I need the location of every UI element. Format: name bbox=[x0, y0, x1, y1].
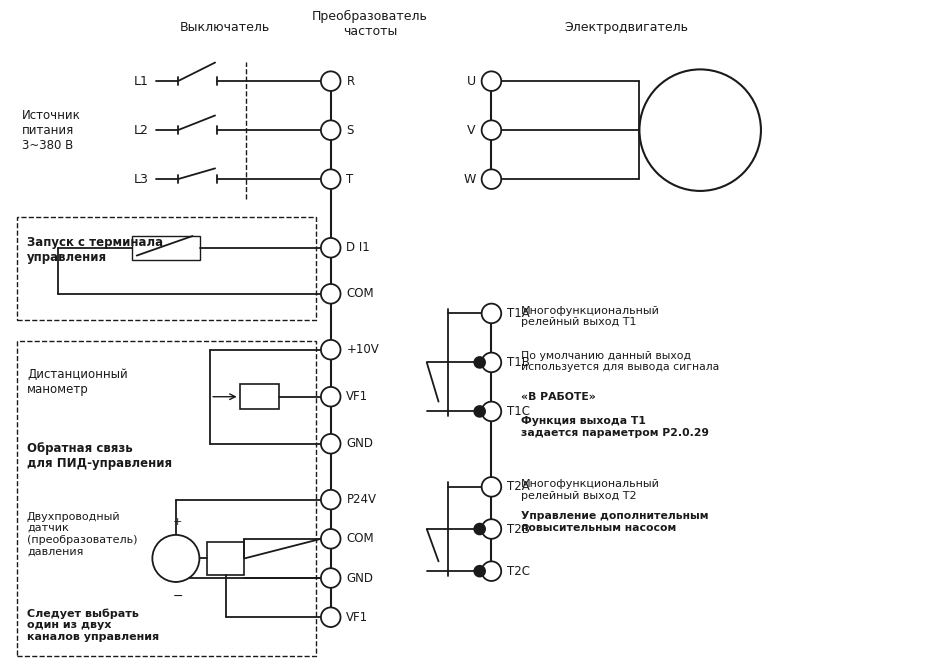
Text: D I1: D I1 bbox=[346, 241, 370, 255]
Circle shape bbox=[321, 340, 340, 359]
Text: T2B: T2B bbox=[506, 522, 529, 536]
Circle shape bbox=[481, 71, 501, 91]
Text: Следует выбрать
один из двух
каналов управления: Следует выбрать один из двух каналов упр… bbox=[27, 608, 159, 642]
Circle shape bbox=[481, 477, 501, 497]
Text: +10V: +10V bbox=[346, 343, 379, 356]
Circle shape bbox=[321, 238, 340, 258]
Circle shape bbox=[474, 524, 485, 534]
Text: T1B: T1B bbox=[506, 356, 529, 369]
Circle shape bbox=[481, 353, 501, 372]
Circle shape bbox=[481, 519, 501, 539]
Text: U: U bbox=[466, 75, 476, 88]
Circle shape bbox=[321, 120, 340, 140]
Circle shape bbox=[481, 561, 501, 581]
Text: Двухпроводный
датчик
(преобразователь)
давления: Двухпроводный датчик (преобразователь) д… bbox=[27, 512, 137, 556]
Text: «В РАБОТЕ»: «В РАБОТЕ» bbox=[520, 392, 595, 402]
Circle shape bbox=[321, 284, 340, 304]
Text: Функция выхода Т1
задается параметром Р2.0.29: Функция выхода Т1 задается параметром Р2… bbox=[520, 416, 708, 438]
Text: Запуск с терминала
управления: Запуск с терминала управления bbox=[27, 236, 163, 264]
Text: Многофункциональный
релейный выход Т2: Многофункциональный релейный выход Т2 bbox=[520, 479, 659, 500]
Text: T1C: T1C bbox=[506, 405, 529, 418]
Text: +: + bbox=[173, 517, 183, 527]
Circle shape bbox=[321, 170, 340, 189]
Circle shape bbox=[321, 387, 340, 407]
Text: T2A: T2A bbox=[506, 480, 529, 494]
Text: COM: COM bbox=[346, 287, 374, 301]
Text: T: T bbox=[346, 172, 353, 186]
Text: Преобразователь
частоты: Преобразователь частоты bbox=[311, 10, 427, 38]
Text: COM: COM bbox=[346, 532, 374, 545]
Text: Источник
питания
3~380 В: Источник питания 3~380 В bbox=[22, 109, 81, 152]
Text: L3: L3 bbox=[133, 172, 148, 186]
Circle shape bbox=[481, 401, 501, 422]
Text: VF1: VF1 bbox=[346, 611, 368, 624]
Text: VF1: VF1 bbox=[346, 390, 368, 403]
Text: Дистанционный
манометр: Дистанционный манометр bbox=[27, 368, 128, 396]
Circle shape bbox=[474, 357, 485, 368]
Circle shape bbox=[481, 304, 501, 323]
Text: По умолчанию данный выход
используется для вывода сигнала: По умолчанию данный выход используется д… bbox=[520, 351, 718, 372]
Circle shape bbox=[321, 568, 340, 588]
Text: W: W bbox=[463, 172, 476, 186]
Text: T2C: T2C bbox=[506, 564, 529, 578]
Text: Обратная связь
для ПИД-управления: Обратная связь для ПИД-управления bbox=[27, 442, 171, 470]
Circle shape bbox=[321, 529, 340, 548]
Text: Выключатель: Выключатель bbox=[180, 21, 270, 34]
Circle shape bbox=[474, 406, 485, 417]
Circle shape bbox=[152, 535, 199, 582]
Circle shape bbox=[481, 170, 501, 189]
Text: V: V bbox=[467, 124, 476, 137]
Text: Многофункциональный
релейный выход Т1: Многофункциональный релейный выход Т1 bbox=[520, 305, 659, 327]
Text: S: S bbox=[346, 124, 353, 137]
Text: T1A: T1A bbox=[506, 307, 529, 320]
Text: L2: L2 bbox=[133, 124, 148, 137]
Text: −: − bbox=[172, 590, 183, 603]
Text: R: R bbox=[346, 75, 354, 88]
Circle shape bbox=[321, 607, 340, 627]
Circle shape bbox=[321, 434, 340, 454]
Text: L1: L1 bbox=[133, 75, 148, 88]
Circle shape bbox=[481, 120, 501, 140]
Text: Электродвигатель: Электродвигатель bbox=[564, 21, 688, 34]
Text: Управление дополнительным
повысительным насосом: Управление дополнительным повысительным … bbox=[520, 512, 707, 533]
Circle shape bbox=[321, 490, 340, 510]
Text: GND: GND bbox=[346, 572, 373, 584]
Text: P24V: P24V bbox=[346, 493, 376, 506]
Text: GND: GND bbox=[346, 438, 373, 450]
Circle shape bbox=[474, 566, 485, 576]
Circle shape bbox=[321, 71, 340, 91]
